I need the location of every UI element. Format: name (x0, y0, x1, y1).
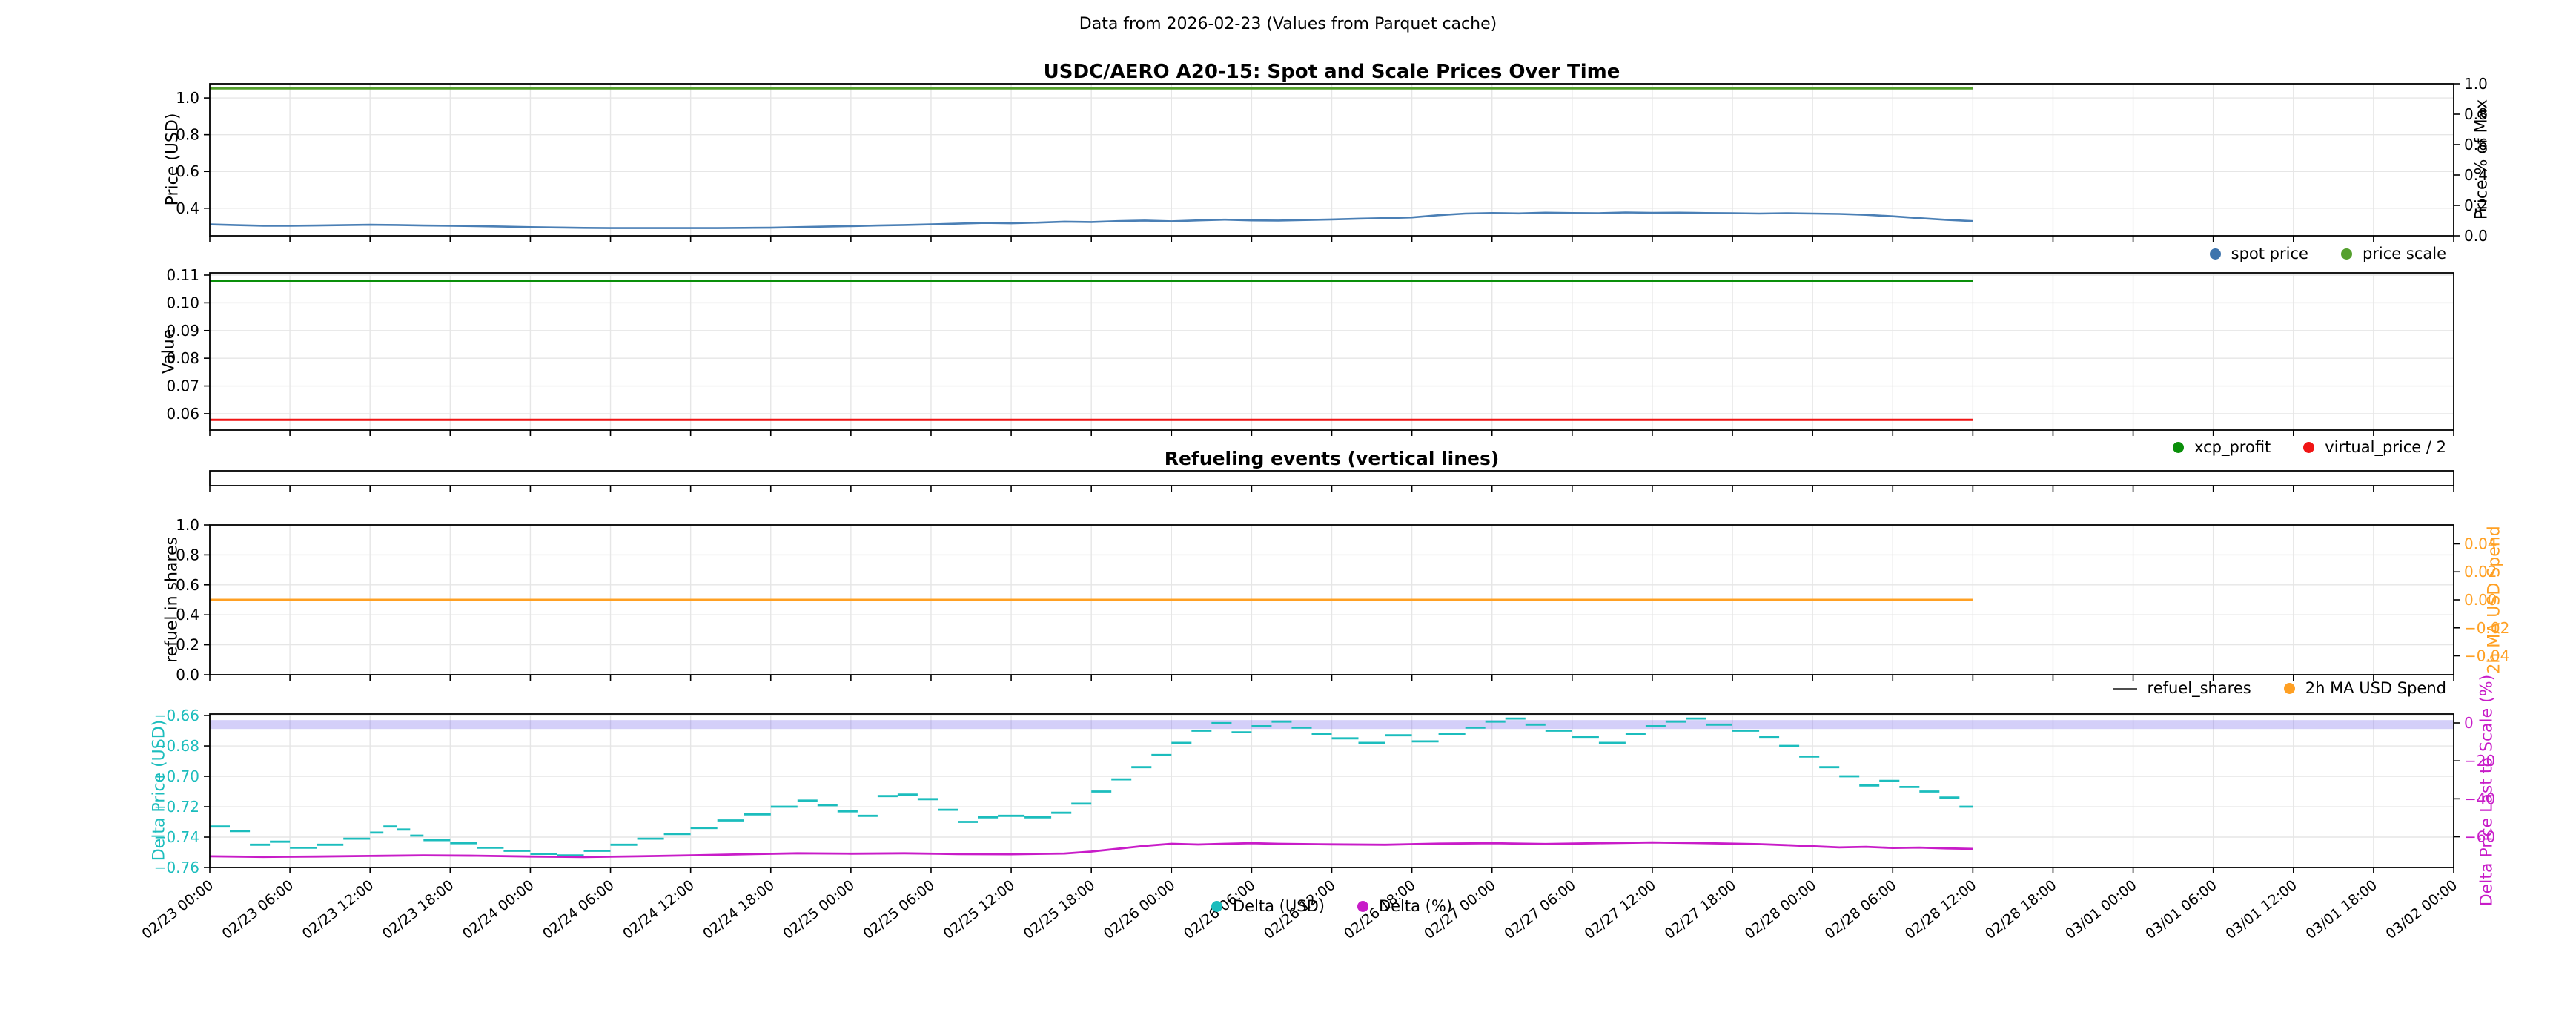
legend-label: 2h MA USD Spend (2305, 679, 2446, 697)
y-tick-label-left: 0.11 (166, 266, 199, 284)
legend-marker-xcp-profit (2173, 442, 2185, 453)
subplot4-ylabel-right: 2h MA USD Spend (2485, 526, 2504, 674)
legend-item: Delta (%) (1357, 897, 1452, 915)
subplot1-legend: spot price price scale (2209, 245, 2446, 262)
y-tick-label-left: 0.2 (176, 636, 199, 654)
subplot3-title: Refueling events (vertical lines) (1164, 448, 1500, 469)
legend-marker-delta-usd (1211, 901, 1222, 912)
legend-label: price scale (2362, 245, 2446, 262)
y-tick-label-right: 0.0 (2464, 227, 2488, 245)
y-tick-label-left: 0.4 (176, 199, 199, 217)
legend-item: spot price (2209, 245, 2308, 262)
y-tick-label-left: 0.08 (166, 349, 199, 367)
y-tick-label-left: 0.4 (176, 606, 199, 624)
y-tick-label-right: 0.8 (2464, 105, 2488, 123)
y-tick-label-right: −20 (2464, 752, 2495, 770)
figure-suptitle: Data from 2026-02-23 (Values from Parque… (1079, 15, 1497, 33)
y-tick-label-left: −0.68 (154, 737, 199, 755)
legend-marker-usd-spend (2283, 683, 2295, 694)
subplot1-ylabel-left: Price (USD) (163, 113, 182, 206)
legend-marker-delta-pct (1357, 901, 1368, 912)
y-tick-label-right: 0.6 (2464, 136, 2488, 153)
subplot-spot-scale-prices: 0.4 0.6 0.8 1.0 0.0 0.2 0.4 0.6 0.8 1.0 (176, 75, 2488, 245)
y-tick-label-right: 0.00 (2464, 591, 2497, 609)
y-tick-label-left: 0.6 (176, 576, 199, 594)
subplot5-ylabel-right: Delta Price Last to Scale (%) (2477, 674, 2497, 907)
legend-marker-spot-price (2209, 248, 2221, 260)
y-tick-label-left: 0.8 (176, 126, 199, 144)
legend-marker-virtual-price (2303, 442, 2315, 453)
subplot-profit-virtual-price: 0.06 0.07 0.08 0.09 0.10 0.11 (166, 266, 2454, 436)
y-tick-label-right: 0.2 (2464, 196, 2488, 214)
subplot-refuel-shares-usd-spend: 0.0 0.2 0.4 0.6 0.8 1.0 0.04 0.02 0.00 −0.02 −0.04 (176, 516, 2509, 684)
delta--series (209, 841, 1973, 859)
legend-marker-refuel-shares (2113, 688, 2137, 690)
y-tick-label-left: 1.0 (176, 89, 199, 107)
spot-price-series (209, 211, 1973, 229)
y-tick-label-left: −0.72 (154, 798, 199, 816)
y-tick-label-left: 0.0 (176, 666, 199, 684)
y-tick-label-left: −0.66 (154, 707, 199, 724)
legend-label: xcp_profit (2194, 438, 2271, 456)
legend-label: Delta (USD) (1232, 897, 1325, 915)
subplot1-ylabel-right: Price % of Max (2472, 99, 2491, 220)
legend-marker-price-scale (2340, 248, 2352, 260)
subplot4-ylabel-left: refuel in shares (162, 537, 182, 663)
y-tick-label-left: 0.09 (166, 322, 199, 340)
axes-spines (209, 470, 2454, 486)
y-tick-label-right: −0.04 (2464, 647, 2509, 665)
y-tick-label-right: −40 (2464, 790, 2495, 807)
y-tick-label-right: 0.04 (2464, 535, 2497, 552)
y-tick-label-right: 0.02 (2464, 563, 2497, 581)
delta-usd--series (210, 717, 1973, 856)
y-tick-label-left: −0.74 (154, 828, 199, 846)
y-tick-label-right: 0.4 (2464, 166, 2488, 184)
subplot2-legend: xcp_profit virtual_price / 2 (2173, 438, 2446, 456)
legend-item: xcp_profit (2173, 438, 2271, 456)
x-tick-label: 02/23 00:00 (139, 877, 216, 942)
subplot1-title: USDC/AERO A20-15: Spot and Scale Prices … (1043, 61, 1620, 83)
y-tick-label-left: 0.8 (176, 546, 199, 564)
legend-label: refuel_shares (2147, 679, 2251, 697)
y-tick-label-right: 1.0 (2464, 75, 2488, 93)
legend-item: Delta (USD) (1211, 897, 1325, 915)
y-tick-label-left: 0.06 (166, 405, 199, 423)
y-tick-label-right: −60 (2464, 828, 2495, 846)
legend-item: virtual_price / 2 (2303, 438, 2446, 456)
y-tick-label-left: −0.70 (154, 767, 199, 785)
subplot-refueling-events (209, 470, 2454, 492)
subplot5-ylabel-left: Delta Price (USD) (150, 719, 169, 862)
legend-item: refuel_shares (2113, 679, 2251, 697)
subplot5-legend: Delta (USD) Delta (%) (210, 897, 2454, 915)
y-tick-label-right: 0 (2464, 714, 2474, 732)
legend-label: virtual_price / 2 (2325, 438, 2446, 456)
y-tick-label-left: 0.10 (166, 294, 199, 311)
y-tick-label-left: 1.0 (176, 516, 199, 534)
highlight-band (210, 720, 2454, 730)
legend-label: spot price (2231, 245, 2308, 262)
legend-label: Delta (%) (1378, 897, 1452, 915)
subplot2-ylabel-left: Value (159, 328, 179, 374)
y-tick-label-left: 0.07 (166, 377, 199, 395)
y-tick-label-left: 0.6 (176, 162, 199, 180)
legend-item: price scale (2340, 245, 2446, 262)
y-tick-label-left: −0.76 (154, 859, 199, 876)
y-tick-label-right: −0.02 (2464, 619, 2509, 637)
legend-item: 2h MA USD Spend (2283, 679, 2446, 697)
subplot4-legend: refuel_shares 2h MA USD Spend (2113, 679, 2446, 697)
